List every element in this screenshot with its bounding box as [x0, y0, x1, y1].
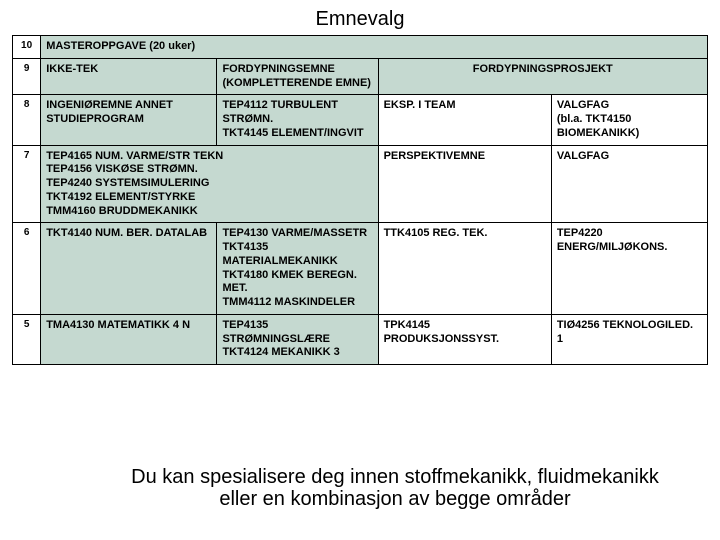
course-cell: TIØ4256 TEKNOLOGILED. 1	[551, 314, 707, 364]
table-row: 10MASTEROPPGAVE (20 uker)	[13, 36, 708, 59]
page-title: Emnevalg	[0, 0, 720, 35]
overlay-text-1: Du kan spesialisere deg innen stoffmekan…	[95, 466, 695, 489]
course-cell: FORDYPNINGSPROSJEKT	[378, 58, 707, 95]
course-cell: TEP4135 STRØMNINGSLÆRE TKT4124 MEKANIKK …	[217, 314, 378, 364]
course-cell: VALGFAG (bl.a. TKT4150 BIOMEKANIKK)	[551, 95, 707, 145]
row-number: 7	[13, 145, 41, 223]
table-row: 5TMA4130 MATEMATIKK 4 NTEP4135 STRØMNING…	[13, 314, 708, 364]
course-cell: TEP4130 VARME/MASSETR TKT4135 MATERIALME…	[217, 223, 378, 315]
course-table-container: 10MASTEROPPGAVE (20 uker)9IKKE-TEKFORDYP…	[0, 35, 720, 365]
row-number: 8	[13, 95, 41, 145]
overlay-text-2: eller en kombinasjon av begge områder	[95, 488, 695, 511]
course-cell: EKSP. I TEAM	[378, 95, 551, 145]
row-number: 5	[13, 314, 41, 364]
course-cell: TEP4112 TURBULENT STRØMN. TKT4145 ELEMEN…	[217, 95, 378, 145]
course-cell: TMA4130 MATEMATIKK 4 N	[41, 314, 217, 364]
table-row: 9IKKE-TEKFORDYPNINGSEMNE (KOMPLETTERENDE…	[13, 58, 708, 95]
course-cell: INGENIØREMNE ANNET STUDIEPROGRAM	[41, 95, 217, 145]
table-row: 8INGENIØREMNE ANNET STUDIEPROGRAMTEP4112…	[13, 95, 708, 145]
row-number: 10	[13, 36, 41, 59]
course-cell: TEP4165 NUM. VARME/STR TEKN TEP4156 VISK…	[41, 145, 378, 223]
course-cell: TTK4105 REG. TEK.	[378, 223, 551, 315]
course-cell: IKKE-TEK	[41, 58, 217, 95]
table-row: 6TKT4140 NUM. BER. DATALABTEP4130 VARME/…	[13, 223, 708, 315]
course-cell: MASTEROPPGAVE (20 uker)	[41, 36, 708, 59]
course-cell: PERSPEKTIVEMNE	[378, 145, 551, 223]
course-cell: VALGFAG	[551, 145, 707, 223]
course-cell: TKT4140 NUM. BER. DATALAB	[41, 223, 217, 315]
table-row: 7TEP4165 NUM. VARME/STR TEKN TEP4156 VIS…	[13, 145, 708, 223]
course-table: 10MASTEROPPGAVE (20 uker)9IKKE-TEKFORDYP…	[12, 35, 708, 365]
course-cell: FORDYPNINGSEMNE (KOMPLETTERENDE EMNE)	[217, 58, 378, 95]
row-number: 9	[13, 58, 41, 95]
course-cell: TPK4145 PRODUKSJONSSYST.	[378, 314, 551, 364]
row-number: 6	[13, 223, 41, 315]
course-cell: TEP4220 ENERG/MILJØKONS.	[551, 223, 707, 315]
